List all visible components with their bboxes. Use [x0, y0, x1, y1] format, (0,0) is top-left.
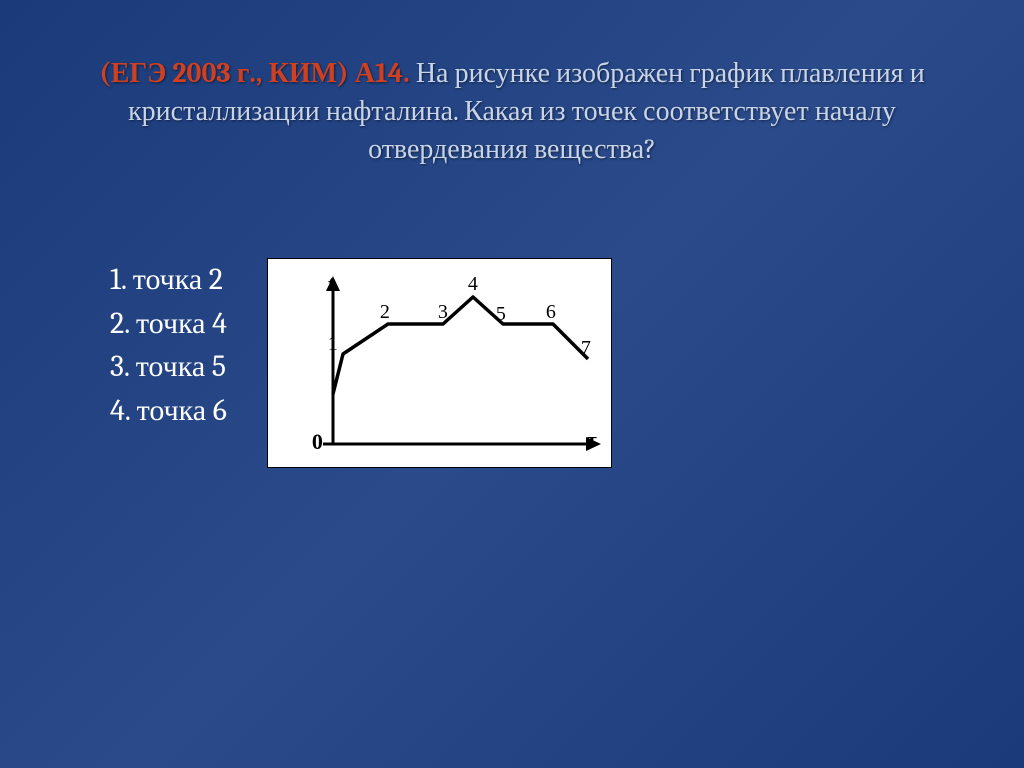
- chart-point-label: 4: [468, 273, 478, 296]
- question-title: (ЕГЭ 2003 г., КИМ) А14. На рисунке изобр…: [0, 0, 1024, 168]
- content-row: 1. точка 2 2. точка 4 3. точка 5 4. точк…: [0, 168, 1024, 468]
- answer-option: 3. точка 5: [110, 345, 227, 389]
- chart-point-label: 2: [380, 301, 390, 324]
- chart-point-label: 3: [438, 301, 448, 324]
- answer-option: 2. точка 4: [110, 302, 227, 346]
- chart-point-label: 1: [328, 333, 338, 356]
- chart-panel: t 0 τ 1 2 345 6 7: [267, 258, 612, 468]
- answer-option: 4. точка 6: [110, 389, 227, 433]
- title-source: (ЕГЭ 2003 г., КИМ) А14.: [99, 57, 409, 89]
- y-axis-label: t: [328, 271, 335, 297]
- answer-option: 1. точка 2: [110, 258, 227, 302]
- chart-point-label: 7: [581, 337, 591, 360]
- answer-options: 1. точка 2 2. точка 4 3. точка 5 4. точк…: [110, 258, 227, 432]
- chart-point-label: 5: [496, 303, 506, 326]
- x-axis-label: τ: [587, 427, 597, 453]
- chart-point-label: 6: [546, 301, 556, 324]
- origin-label: 0: [312, 429, 323, 455]
